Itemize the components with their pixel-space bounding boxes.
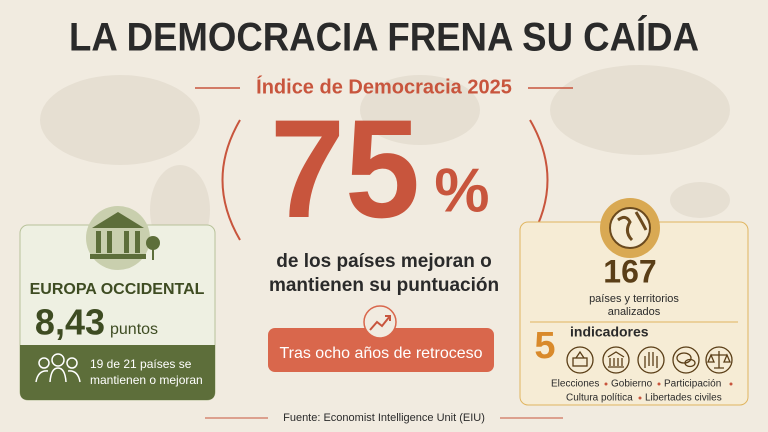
indicator-icons bbox=[566, 346, 733, 374]
badge-icon bbox=[363, 305, 397, 339]
indicator-label: indicadores bbox=[570, 324, 649, 340]
count-label: analizados bbox=[608, 306, 661, 318]
trend-icon bbox=[369, 315, 391, 331]
hero-caption: de los países mejoran o bbox=[276, 251, 491, 272]
subtitle: Índice de Democracia 2025 bbox=[256, 75, 512, 98]
hero-unit: % bbox=[434, 156, 489, 225]
indicator: Participación bbox=[664, 379, 721, 390]
hero-caption: mantienen su puntuación bbox=[269, 275, 499, 296]
indicator-count: 5 bbox=[534, 325, 555, 367]
people-icon bbox=[35, 353, 81, 383]
hero-number: 75 bbox=[270, 90, 420, 247]
indicator: Gobierno bbox=[611, 379, 653, 390]
badge bbox=[268, 328, 494, 372]
separator bbox=[638, 396, 642, 400]
score-unit: puntos bbox=[110, 321, 158, 338]
score: 8,43 bbox=[35, 302, 105, 343]
world-map bbox=[40, 65, 730, 255]
indicator: Elecciones bbox=[551, 379, 599, 390]
count-label: países y territorios bbox=[589, 293, 679, 305]
badge-text: Tras ocho años de retroceso bbox=[279, 345, 482, 362]
note: mantienen o mejoran bbox=[90, 373, 203, 387]
region: EUROPA OCCIDENTAL bbox=[30, 281, 205, 298]
building-icon bbox=[90, 212, 160, 260]
count: 167 bbox=[603, 253, 656, 289]
globe-land bbox=[617, 211, 648, 242]
note: 19 de 21 países se bbox=[90, 357, 192, 371]
separator bbox=[657, 382, 661, 386]
indicator: Cultura política bbox=[566, 393, 633, 404]
indicator: Libertades civiles bbox=[645, 393, 722, 404]
arc bbox=[221, 119, 241, 241]
source: Fuente: Economist Intelligence Unit (EIU… bbox=[283, 412, 485, 424]
title: LA DEMOCRACIA FRENA SU CAÍDA bbox=[69, 15, 699, 60]
separator bbox=[604, 382, 608, 386]
separator bbox=[729, 382, 733, 386]
